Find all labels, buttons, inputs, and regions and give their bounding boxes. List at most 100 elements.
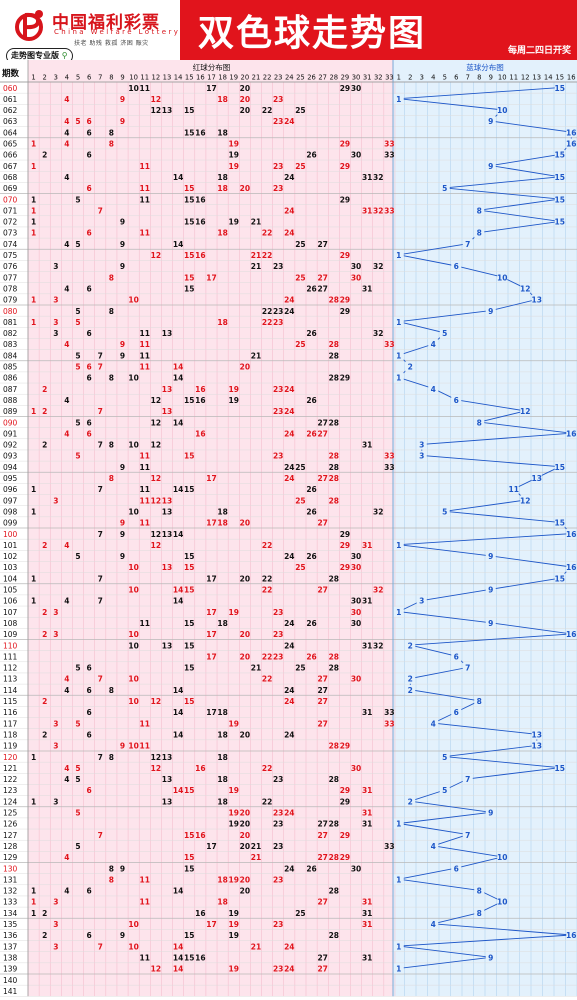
red-ball-number: 11 <box>140 184 150 193</box>
red-ball-number: 21 <box>251 218 261 227</box>
red-column-label: 4 <box>65 74 69 82</box>
red-ball-number: 11 <box>140 519 150 528</box>
period-label: 072 <box>3 218 18 227</box>
blue-ball-mask <box>485 617 496 628</box>
period-label: 061 <box>3 95 18 104</box>
red-ball-number: 29 <box>340 307 350 316</box>
red-ball-number: 28 <box>329 463 339 472</box>
blue-ball-number: 2 <box>408 675 413 684</box>
red-ball-number: 20 <box>240 184 250 193</box>
red-ball-number: 21 <box>251 853 261 862</box>
red-ball-number: 24 <box>284 809 294 818</box>
red-ball-number: 27 <box>317 686 327 695</box>
red-ball-number: 31 <box>362 708 372 717</box>
blue-ball-mask <box>554 82 565 93</box>
red-ball-number: 15 <box>184 953 194 962</box>
red-ball-number: 31 <box>362 173 372 182</box>
blue-ball-mask <box>497 105 508 116</box>
red-ball-number: 4 <box>64 117 69 126</box>
red-ball-number: 8 <box>109 474 114 483</box>
red-ball-number: 27 <box>317 519 327 528</box>
blue-ball-number: 4 <box>431 842 436 851</box>
blue-ball-mask <box>554 149 565 160</box>
red-ball-number: 33 <box>384 463 394 472</box>
blue-ball-number: 15 <box>555 151 565 160</box>
blue-ball-mask <box>393 941 404 952</box>
red-ball-number: 18 <box>217 898 227 907</box>
red-column-label: 14 <box>174 74 183 82</box>
red-column-label: 9 <box>120 74 124 82</box>
red-ball-number: 30 <box>351 563 361 572</box>
red-ball-number: 3 <box>53 742 58 751</box>
red-ball-number: 33 <box>384 140 394 149</box>
red-ball-number: 14 <box>173 586 183 595</box>
red-ball-number: 23 <box>273 262 283 271</box>
red-ball-number: 15 <box>184 128 194 137</box>
red-ball-number: 29 <box>340 541 350 550</box>
red-ball-number: 27 <box>317 853 327 862</box>
red-ball-number: 5 <box>75 809 80 818</box>
blue-ball-mask <box>566 127 577 138</box>
red-ball-number: 3 <box>53 318 58 327</box>
red-ball-number: 13 <box>162 329 172 338</box>
period-label: 068 <box>3 173 18 182</box>
red-ball-number: 28 <box>329 931 339 940</box>
blue-column-label: 9 <box>489 74 493 82</box>
blue-ball-number: 7 <box>465 831 470 840</box>
red-ball-number: 15 <box>184 864 194 873</box>
blue-ball-mask <box>439 183 450 194</box>
red-ball-number: 27 <box>317 697 327 706</box>
red-ball-number: 29 <box>340 251 350 260</box>
blue-ball-mask <box>439 328 450 339</box>
blue-ball-number: 6 <box>454 396 459 405</box>
red-ball-number: 13 <box>162 496 172 505</box>
red-ball-number: 33 <box>384 151 394 160</box>
red-ball-number: 12 <box>151 764 161 773</box>
red-ball-number: 30 <box>351 764 361 773</box>
blue-ball-mask <box>439 785 450 796</box>
red-ball-number: 19 <box>229 820 239 829</box>
red-ball-number: 25 <box>295 496 305 505</box>
blue-ball-mask <box>405 640 416 651</box>
blue-ball-mask <box>393 606 404 617</box>
red-ball-number: 2 <box>42 407 47 416</box>
red-ball-number: 10 <box>128 586 138 595</box>
blue-ball-mask <box>405 796 416 807</box>
period-label: 087 <box>3 385 18 394</box>
red-ball-number: 33 <box>384 340 394 349</box>
red-ball-number: 15 <box>184 106 194 115</box>
period-label: 098 <box>3 507 18 516</box>
red-ball-number: 18 <box>217 184 227 193</box>
red-ball-number: 26 <box>306 329 316 338</box>
red-ball-number: 13 <box>162 775 172 784</box>
red-ball-number: 5 <box>75 552 80 561</box>
blue-ball-mask <box>566 629 577 640</box>
blue-ball-mask <box>554 216 565 227</box>
blue-ball-mask <box>428 339 439 350</box>
red-ball-number: 18 <box>217 229 227 238</box>
red-ball-number: 27 <box>317 831 327 840</box>
red-ball-number: 16 <box>195 385 205 394</box>
red-column-label: 23 <box>274 74 283 82</box>
blue-ball-mask <box>393 874 404 885</box>
red-ball-number: 16 <box>195 909 205 918</box>
red-ball-number: 25 <box>295 106 305 115</box>
blue-ball-number: 16 <box>566 630 576 639</box>
red-column-label: 12 <box>152 74 161 82</box>
blue-ball-mask <box>474 907 485 918</box>
red-ball-number: 31 <box>362 441 372 450</box>
period-column-header: 期数 <box>2 68 20 79</box>
red-ball-number: 5 <box>75 240 80 249</box>
red-ball-number: 9 <box>120 117 125 126</box>
blue-ball-number: 8 <box>477 418 482 427</box>
red-ball-number: 22 <box>262 574 272 583</box>
blue-ball-mask <box>531 729 542 740</box>
blue-ball-mask <box>393 818 404 829</box>
red-ball-number: 11 <box>140 329 150 338</box>
blue-ball-mask <box>566 138 577 149</box>
period-label: 078 <box>3 284 18 293</box>
red-ball-number: 16 <box>195 128 205 137</box>
blue-ball-mask <box>520 495 531 506</box>
red-ball-number: 19 <box>229 162 239 171</box>
red-ball-number: 20 <box>240 809 250 818</box>
